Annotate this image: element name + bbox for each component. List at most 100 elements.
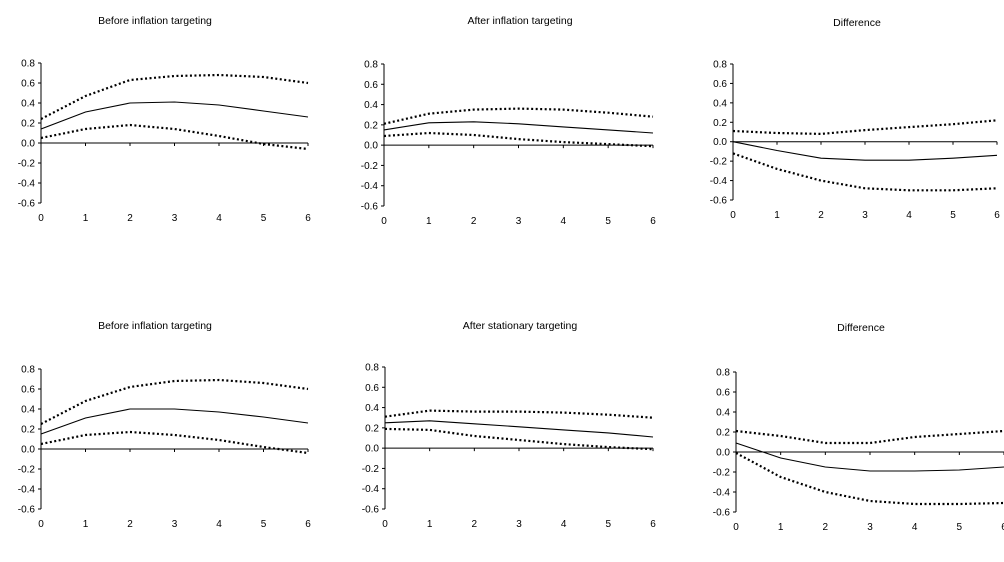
lower-band-line (40, 430, 309, 455)
y-tick-label: -0.2 (710, 157, 728, 168)
x-tick-label: 6 (305, 213, 311, 224)
point-estimate-line (40, 101, 309, 130)
upper-band-line (383, 107, 654, 125)
x-tick-label: 2 (127, 213, 133, 224)
x-tick-label: 5 (261, 213, 267, 224)
lower-band-line (384, 427, 654, 451)
x-tick-label: 0 (733, 522, 739, 533)
panel-title: Difference (833, 17, 881, 29)
x-tick-label: 0 (38, 519, 44, 530)
point-estimate-line (732, 141, 998, 161)
y-tick-label: 0.4 (21, 99, 35, 110)
x-tick-label: 0 (730, 210, 736, 221)
panel-title: Before inflation targeting (98, 15, 212, 27)
x-tick-label: 4 (216, 519, 222, 530)
chart-panel-5: After stationary targeting 0.8 0.6 0.4 0.2 0.… (362, 320, 656, 530)
x-tick-label: 6 (994, 210, 1000, 221)
y-tick-label: -0.4 (713, 488, 731, 499)
y-tick-label: -0.4 (18, 179, 36, 190)
y-tick-label: -0.6 (18, 505, 36, 516)
point-estimate-line (40, 408, 309, 435)
y-tick-label: -0.2 (18, 159, 36, 170)
x-tick-label: 3 (862, 210, 868, 221)
x-tick-label: 2 (471, 216, 477, 227)
y-tick-label: 0.4 (21, 405, 35, 416)
y-tick-label: -0.4 (362, 484, 380, 495)
lower-band-line (40, 123, 309, 151)
y-tick-label: 0.4 (716, 408, 730, 419)
y-tick-label: -0.6 (362, 505, 380, 516)
x-tick-label: 5 (606, 519, 612, 530)
chart-panel-4: Before inflation targeting 0.8 0.6 0.4 0.2 0.… (18, 320, 311, 530)
y-tick-label: 0.6 (713, 79, 727, 90)
x-tick-label: 2 (472, 519, 478, 530)
chart-panel-6: Difference 0.8 0.6 0.4 0.2 0.0 -0.2 -0.4 -0.60 1 2… (713, 322, 1004, 533)
x-tick-label: 0 (38, 213, 44, 224)
panel-title: Difference (837, 322, 885, 334)
y-tick-label: -0.6 (361, 202, 379, 213)
upper-band-line (40, 378, 309, 425)
x-tick-label: 3 (516, 216, 522, 227)
x-tick-label: 1 (427, 519, 433, 530)
x-tick-label: 6 (650, 216, 656, 227)
chart-panel-2: After inflation targeting 0.8 0.6 0.4 0.2 0.0… (361, 15, 656, 227)
y-tick-label: -0.2 (18, 465, 36, 476)
x-tick-label: 1 (778, 522, 784, 533)
y-tick-label: 0.8 (21, 365, 35, 376)
upper-band-line (384, 409, 654, 419)
upper-band-line (40, 73, 309, 120)
y-tick-label: 0.0 (21, 445, 35, 456)
lower-band-line (732, 152, 998, 192)
x-tick-label: 0 (382, 519, 388, 530)
x-tick-label: 4 (906, 210, 912, 221)
y-tick-label: 0.6 (21, 385, 35, 396)
y-tick-label: 0.8 (713, 60, 727, 71)
chart-panel-1: Before inflation targeting 0.8 0.6 0.4 0.2 0.… (18, 15, 311, 224)
x-tick-label: 6 (650, 519, 656, 530)
y-tick-label: 0.4 (713, 98, 727, 109)
y-tick-label: -0.2 (713, 468, 731, 479)
x-tick-label: 5 (950, 210, 956, 221)
x-tick-label: 2 (823, 522, 829, 533)
x-tick-label: 1 (426, 216, 432, 227)
point-estimate-line (735, 442, 1004, 472)
x-tick-label: 5 (957, 522, 963, 533)
x-tick-label: 2 (818, 210, 824, 221)
x-tick-label: 1 (774, 210, 780, 221)
x-tick-label: 4 (561, 519, 567, 530)
point-estimate-line (384, 420, 654, 438)
y-tick-label: 0.2 (365, 423, 379, 434)
panel-title: After inflation targeting (467, 15, 572, 27)
x-tick-label: 3 (516, 519, 522, 530)
chart-panel-3: Difference 0.8 0.6 0.4 0.2 0.0 -0.2 -0.4 -0.60 1 2… (710, 17, 1000, 221)
y-tick-label: 0.8 (716, 368, 730, 379)
x-tick-label: 4 (216, 213, 222, 224)
x-tick-label: 4 (912, 522, 918, 533)
panel-title: Before inflation targeting (98, 320, 212, 332)
y-tick-label: 0.4 (365, 403, 379, 414)
y-tick-label: 0.2 (364, 120, 378, 131)
y-tick-label: -0.4 (361, 181, 379, 192)
x-tick-label: 1 (83, 519, 89, 530)
y-tick-label: -0.4 (710, 176, 728, 187)
y-tick-label: 0.0 (364, 141, 378, 152)
x-tick-label: 3 (867, 522, 873, 533)
x-tick-label: 2 (127, 519, 133, 530)
y-tick-label: 0.2 (21, 425, 35, 436)
y-tick-label: -0.2 (361, 161, 379, 172)
y-tick-label: 0.6 (364, 80, 378, 91)
x-tick-label: 5 (605, 216, 611, 227)
x-tick-label: 6 (1001, 522, 1004, 533)
y-tick-label: 0.2 (713, 118, 727, 129)
y-tick-label: 0.0 (365, 444, 379, 455)
y-tick-label: 0.6 (365, 383, 379, 394)
x-tick-label: 3 (172, 519, 178, 530)
y-tick-label: -0.6 (713, 508, 731, 519)
y-tick-label: 0.8 (21, 59, 35, 70)
point-estimate-line (383, 121, 654, 134)
y-tick-label: 0.6 (21, 79, 35, 90)
x-tick-label: 3 (172, 213, 178, 224)
y-tick-label: 0.0 (21, 139, 35, 150)
y-tick-label: 0.2 (716, 428, 730, 439)
